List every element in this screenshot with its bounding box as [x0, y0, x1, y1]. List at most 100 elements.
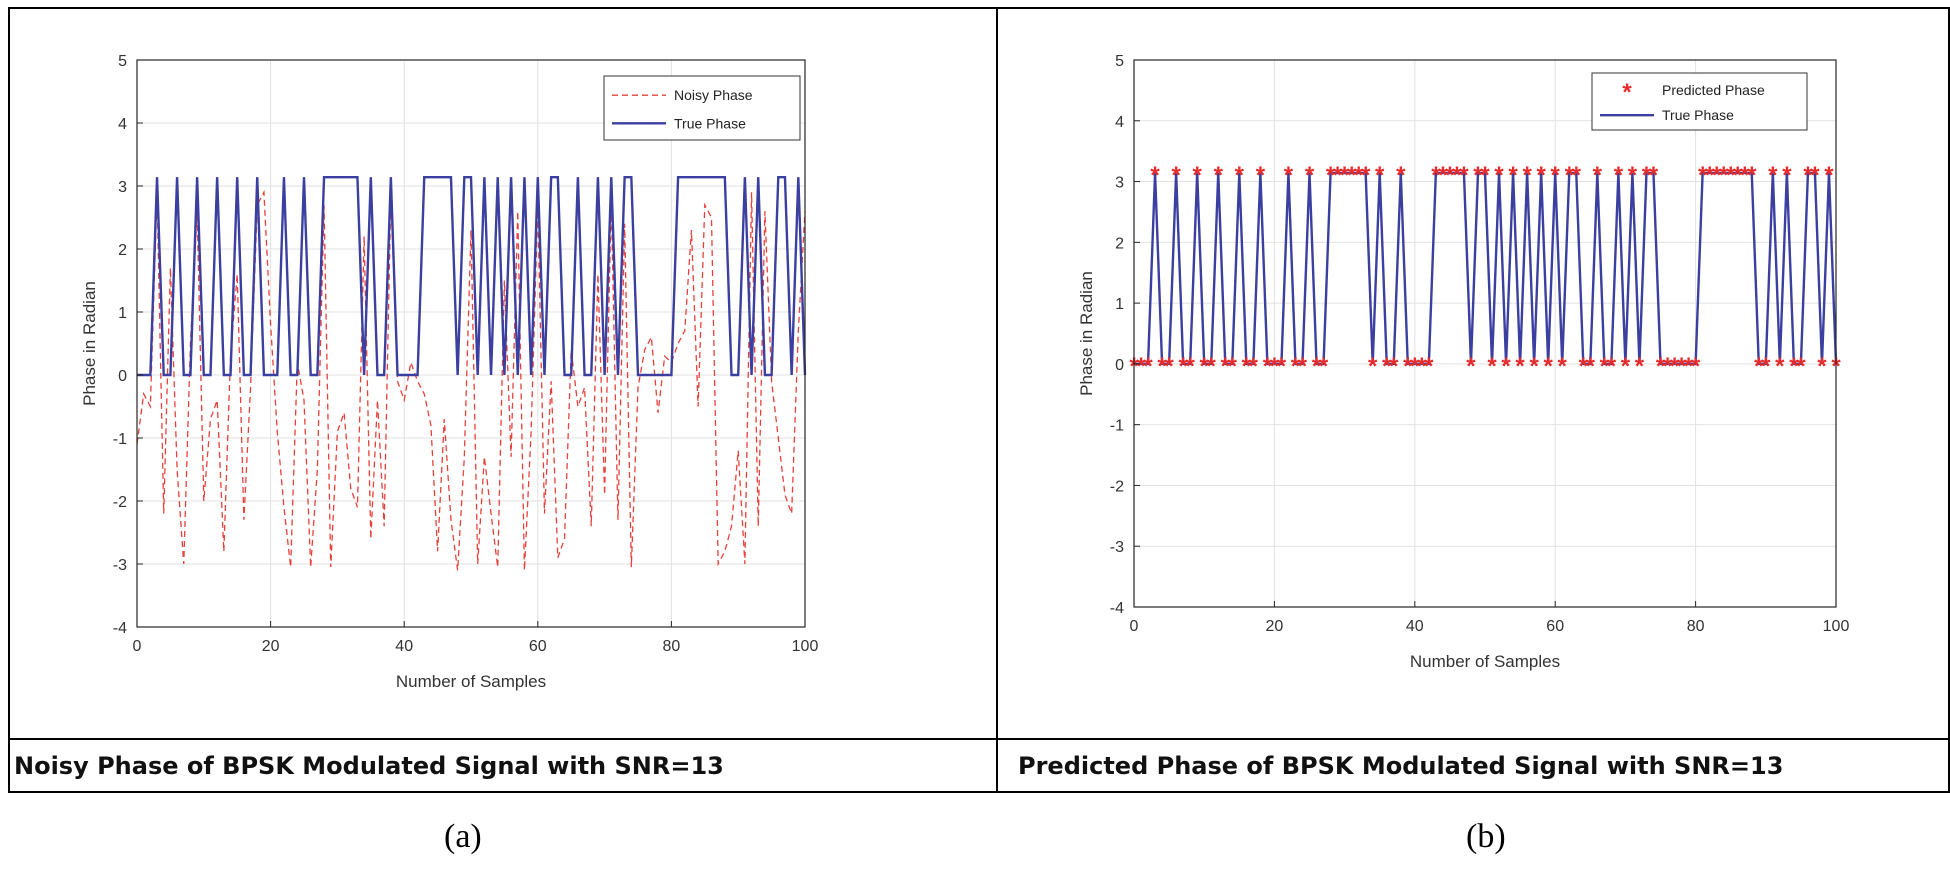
- y-axis-label: Phase in Radian: [80, 281, 99, 406]
- predicted-marker: *: [1536, 162, 1546, 189]
- predicted-marker: *: [1705, 162, 1715, 189]
- x-tick-label: 100: [792, 638, 819, 655]
- predicted-marker: *: [1305, 162, 1315, 189]
- predicted-marker: *: [1368, 353, 1378, 380]
- predicted-marker: *: [1235, 162, 1245, 189]
- x-tick-label: 0: [1130, 618, 1139, 635]
- y-tick-label: 5: [118, 53, 127, 70]
- y-tick-label: -1: [113, 431, 127, 448]
- series-noisy-phase: [136, 189, 806, 571]
- predicted-marker: *: [1677, 353, 1687, 380]
- predicted-marker: *: [1178, 353, 1188, 380]
- y-tick-label: 4: [1115, 114, 1124, 131]
- predicted-marker: *: [1684, 353, 1694, 380]
- predicted-marker: *: [1565, 162, 1575, 189]
- y-tick-label: -3: [113, 557, 127, 574]
- predicted-marker: *: [1712, 162, 1722, 189]
- predicted-marker: *: [1249, 353, 1259, 380]
- predicted-marker: *: [1628, 162, 1638, 189]
- x-tick-label: 60: [1546, 618, 1564, 635]
- legend-label: True Phase: [1662, 107, 1734, 123]
- predicted-marker: *: [1663, 353, 1673, 380]
- predicted-marker: *: [1544, 353, 1554, 380]
- legend-label: Predicted Phase: [1662, 82, 1765, 98]
- predicted-marker: *: [1354, 162, 1364, 189]
- sublabel-a: (a): [444, 818, 482, 855]
- predicted-marker: *: [1312, 353, 1322, 380]
- predicted-marker: *: [1452, 162, 1462, 189]
- predicted-marker: *: [1473, 162, 1483, 189]
- predicted-marker: *: [1642, 162, 1652, 189]
- predicted-marker: *: [1621, 353, 1631, 380]
- y-tick-label: 5: [1115, 53, 1124, 70]
- predicted-marker: *: [1417, 353, 1427, 380]
- predicted-marker: *: [1649, 162, 1659, 189]
- predicted-marker: *: [1228, 353, 1238, 380]
- x-tick-label: 0: [133, 638, 142, 655]
- predicted-marker: *: [1164, 353, 1174, 380]
- panel-divider: [996, 7, 998, 793]
- predicted-marker: *: [1747, 162, 1757, 189]
- predicted-marker: *: [1340, 162, 1350, 189]
- predicted-marker: *: [1298, 353, 1308, 380]
- predicted-marker: *: [1221, 353, 1231, 380]
- predicted-marker: *: [1593, 162, 1603, 189]
- x-tick-label: 20: [262, 638, 280, 655]
- y-tick-label: 4: [118, 116, 127, 133]
- predicted-marker: *: [1515, 353, 1525, 380]
- predicted-marker: *: [1438, 162, 1448, 189]
- legend: * Predicted Phase True Phase: [1591, 72, 1808, 131]
- predicted-marker: *: [1698, 162, 1708, 189]
- predicted-marker: *: [1487, 353, 1497, 380]
- predicted-marker: *: [1789, 353, 1799, 380]
- plot-area: [137, 60, 805, 627]
- y-tick-label: -4: [1110, 600, 1124, 617]
- predicted-marker: *: [1157, 353, 1167, 380]
- predicted-marker: *: [1529, 353, 1539, 380]
- predicted-marker: *: [1347, 162, 1357, 189]
- predicted-marker: *: [1403, 353, 1413, 380]
- y-tick-label: -1: [1110, 418, 1124, 435]
- predicted-marker: *: [1284, 162, 1294, 189]
- predicted-marker: *: [1600, 353, 1610, 380]
- legend-label: True Phase: [674, 115, 746, 131]
- predicted-marker: *: [1508, 162, 1518, 189]
- predicted-marker: *: [1256, 162, 1266, 189]
- y-tick-label: -2: [1110, 478, 1124, 495]
- predicted-marker: *: [1150, 162, 1160, 189]
- y-axis-label: Phase in Radian: [1077, 271, 1096, 396]
- predicted-marker: *: [1410, 353, 1420, 380]
- series-true-phase: [1134, 171, 1838, 366]
- predicted-marker: *: [1445, 162, 1455, 189]
- predicted-marker: *: [1389, 353, 1399, 380]
- x-tick-label: 40: [1406, 618, 1424, 635]
- chart-a: 0 20 40 60 80 100 -4 -3 -2 -1 0 1 2 3 4 5 Number of Samp…: [80, 53, 818, 691]
- x-tick-label: 80: [1687, 618, 1705, 635]
- y-tick-label: 2: [118, 242, 127, 259]
- y-tick-label: 2: [1115, 235, 1124, 252]
- x-axis-label: Number of Samples: [396, 672, 546, 691]
- predicted-marker: *: [1207, 353, 1217, 380]
- predicted-marker: *: [1263, 353, 1273, 380]
- predicted-marker: *: [1691, 353, 1701, 380]
- predicted-marker: *: [1824, 162, 1834, 189]
- x-tick-label: 40: [395, 638, 413, 655]
- legend-box: [603, 75, 801, 141]
- predicted-marker: *: [1459, 162, 1469, 189]
- predicted-marker: *: [1579, 353, 1589, 380]
- predicted-marker: *: [1375, 162, 1385, 189]
- chart-b: ****************************************…: [1077, 53, 1849, 671]
- caption-left: Noisy Phase of BPSK Modulated Signal wit…: [14, 752, 724, 780]
- predicted-marker: *: [1466, 353, 1476, 380]
- predicted-marker: *: [1494, 162, 1504, 189]
- predicted-marker: *: [1726, 162, 1736, 189]
- y-tick-label: 3: [118, 179, 127, 196]
- y-tick-label: 3: [1115, 175, 1124, 192]
- predicted-marker: *: [1214, 162, 1224, 189]
- axes-box: [136, 59, 806, 628]
- predicted-marker: *: [1572, 162, 1582, 189]
- predicted-marker: *: [1143, 353, 1153, 380]
- predicted-marker: *: [1558, 353, 1568, 380]
- predicted-marker: *: [1586, 353, 1596, 380]
